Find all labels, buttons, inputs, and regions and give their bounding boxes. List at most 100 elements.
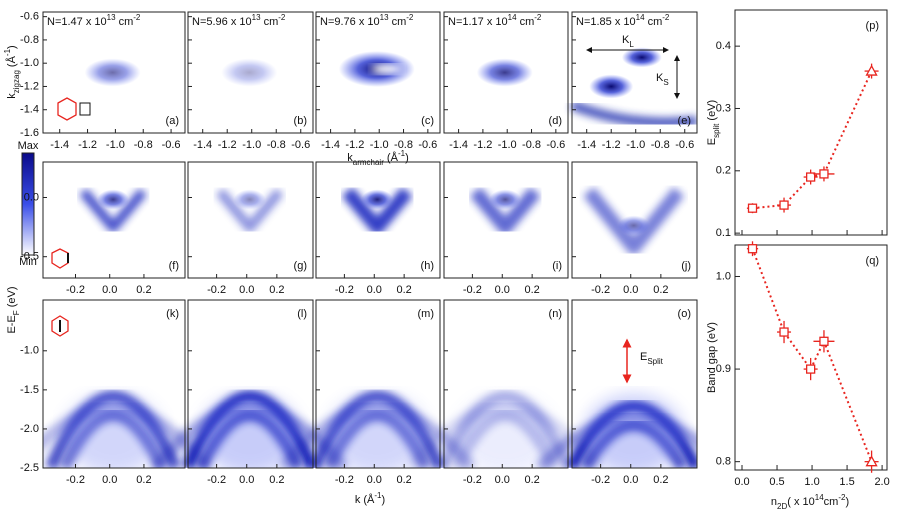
marker [779,327,789,337]
panel-label: (h) [421,260,434,272]
spectral-blob [233,189,266,210]
x-tick-label: -0.2 [335,474,354,486]
y-axis-label-part: (eV) [706,100,718,124]
x-tick-label: -0.6 [546,139,565,151]
panel-label: (i) [552,260,562,272]
x-axis-label-part: ) [845,496,849,508]
annotation-part: K [656,72,664,84]
carrier-density-part: -2 [534,13,542,22]
panel-label: (f) [169,260,179,272]
carrier-density-part: cm [116,16,134,28]
x-tick-label: -0.8 [134,139,153,151]
y-axis-label-part: (Å [5,55,18,70]
y-axis-label-part: -1 [3,48,12,56]
y-tick-label: -1.0 [20,57,39,69]
x-tick-label: -0.8 [394,139,413,151]
spectral-blob [97,189,130,210]
carrier-density: N=9.76 x 1013 cm-2 [320,13,414,28]
y-tick-label: -1.4 [20,104,39,116]
x-axis-label: karmchair (Å-1) [347,149,408,167]
carrier-density-part: cm [645,16,663,28]
spectral-gap [370,64,403,75]
panel-frame [571,11,698,134]
spectral-blob [221,58,278,87]
spectral-blob [489,189,522,210]
spectral-blob [361,189,394,210]
carrier-density-part: 14 [508,13,517,22]
x-tick-label: 0.2 [524,284,539,296]
x-tick-label: -0.6 [291,139,310,151]
y-axis-label-part: k [6,93,18,99]
annotation: KS [656,72,669,87]
panel-frame [187,299,314,469]
spectral-glow [63,394,164,468]
x-tick-label: -0.2 [463,284,482,296]
carrier-density-part: -2 [133,13,141,22]
spectral-blob [476,58,533,87]
y-axis-label-part: E-E [6,315,18,333]
x-tick-label: -1.2 [78,139,97,151]
y-tick-label: 0.8 [716,456,731,468]
panel-frame [443,299,569,469]
panel-frame [443,11,569,134]
marker [747,244,758,254]
carrier-density: N=1.17 x 1014 cm-2 [448,13,542,28]
y-axis-label: Band gap (eV) [706,322,718,393]
x-tick-label: 0.0 [495,284,510,296]
panel-label: (d) [549,115,562,127]
spectral-glow [199,394,300,468]
plot-frame [734,9,888,236]
plot-frame [734,244,888,471]
marker [747,203,758,213]
x-tick-label: 0.2 [653,474,668,486]
data-line [751,248,873,463]
panel-frame [42,161,186,279]
y-axis-label: kzigzag (Å-1) [3,45,21,98]
y-tick-label: 0.2 [716,165,731,177]
y-axis-label-part: F [12,310,21,315]
marker [779,200,789,210]
x-tick-label: -1.2 [473,139,492,151]
panel-frame [187,161,314,279]
x-axis-label-part: cm [824,496,839,508]
panel-frame [315,299,441,469]
carrier-density: N=1.85 x 1014 cm-2 [576,13,670,28]
y-axis-label-part: E [706,138,718,145]
panel-label: (a) [166,115,179,127]
spectral-v [469,187,541,235]
panel-label: (p) [866,20,879,32]
carrier-density-part: N=9.76 x 10 [320,16,380,28]
spectral-blob [617,215,650,236]
carrier-density-part: cm [517,16,535,28]
colorbar-min: Min [19,256,37,268]
panel-frame [315,11,441,134]
x-tick-label: 0.0 [367,284,382,296]
x-tick-label: 0.0 [623,284,638,296]
x-tick-label: 0.5 [769,476,784,488]
x-axis-label-part: ) [382,494,386,506]
annotation-part: S [663,78,668,87]
x-tick-label: 0.0 [367,474,382,486]
y-axis-label-part: ) [6,45,18,49]
panel-frame [571,161,698,279]
x-tick-label: -0.2 [66,284,85,296]
x-tick-label: -0.8 [651,139,670,151]
carrier-density-part: 13 [252,13,261,22]
y-axis-label-part: zigzag [12,70,21,93]
spectral-glow [455,394,556,468]
y-tick-label: -0.6 [20,11,39,23]
x-tick-label: -0.2 [591,284,610,296]
x-tick-label: 0.2 [524,474,539,486]
x-tick-label: 0.2 [136,474,151,486]
carrier-density-part: N=1.85 x 10 [576,16,636,28]
y-tick-label: 0.9 [716,363,731,375]
x-tick-label: -1.2 [345,139,364,151]
marker [819,336,829,346]
x-tick-label: -1.2 [602,139,621,151]
carrier-density-part: cm [261,16,279,28]
carrier-density-part: N=1.17 x 10 [448,16,508,28]
y-tick-label: 0.1 [716,227,731,239]
x-tick-label: 0.0 [623,474,638,486]
